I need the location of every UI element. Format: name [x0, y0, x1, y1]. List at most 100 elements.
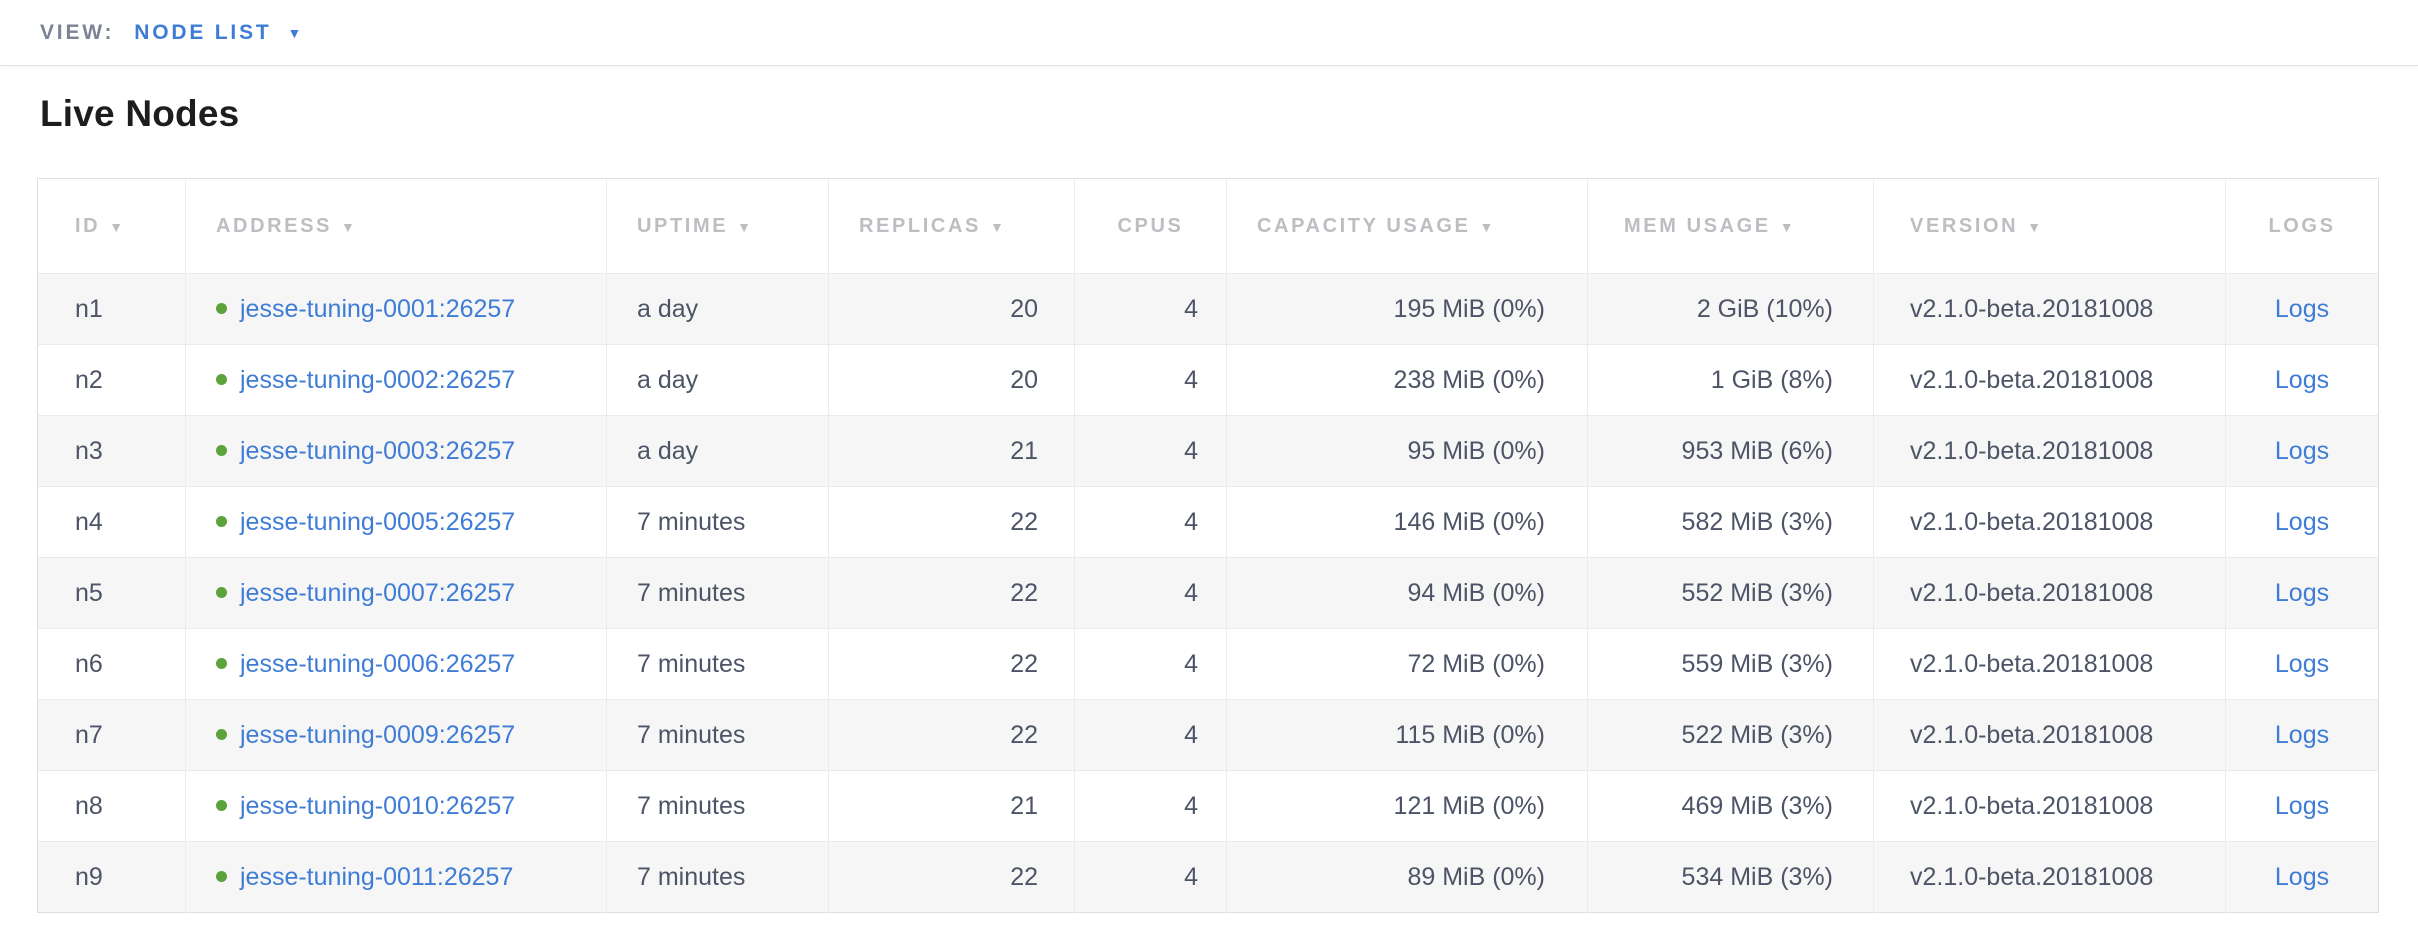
node-logs-link[interactable]: Logs [2274, 791, 2330, 820]
cell-logs: Logs [2225, 486, 2379, 558]
node-address-link[interactable]: jesse-tuning-0011:26257 [240, 862, 514, 891]
cell-cpus: 4 [1074, 273, 1227, 345]
cell-version: v2.1.0-beta.20181008 [1873, 557, 2226, 629]
cell-uptime: a day [606, 273, 829, 345]
cell-version: v2.1.0-beta.20181008 [1873, 415, 2226, 487]
cell-logs: Logs [2225, 628, 2379, 700]
cell-cpus: 4 [1074, 415, 1227, 487]
column-header-id[interactable]: ID ▼ [37, 178, 186, 274]
node-address-link[interactable]: jesse-tuning-0006:26257 [240, 649, 516, 678]
column-header-label: VERSION [1910, 214, 2019, 237]
cell-logs: Logs [2225, 344, 2379, 416]
cell-address: jesse-tuning-0007:26257 [185, 557, 607, 629]
cell-cpus: 4 [1074, 628, 1227, 700]
cell-address: jesse-tuning-0002:26257 [185, 344, 607, 416]
cell-replicas: 22 [828, 841, 1075, 913]
cell-capacity: 146 MiB (0%) [1226, 486, 1588, 558]
cell-logs: Logs [2225, 415, 2379, 487]
cell-replicas: 22 [828, 699, 1075, 771]
cell-logs: Logs [2225, 841, 2379, 913]
node-address-link[interactable]: jesse-tuning-0003:26257 [240, 436, 516, 465]
node-address-link[interactable]: jesse-tuning-0001:26257 [240, 294, 516, 323]
table-header-row: ID ▼ ADDRESS ▼ UPTIME ▼ REPLICAS ▼ CPUS CAPACITY … [37, 178, 2379, 274]
cell-mem: 582 MiB (3%) [1587, 486, 1874, 558]
cell-uptime: 7 minutes [606, 770, 829, 842]
cell-uptime: 7 minutes [606, 486, 829, 558]
column-header-label: ID [75, 214, 101, 237]
table-row: n5 jesse-tuning-0007:26257 7 minutes 22 4 94 … [37, 557, 2379, 629]
table-row: n2 jesse-tuning-0002:26257 a day 20 4 238 MiB… [37, 344, 2379, 416]
sort-desc-arrow-icon: ▼ [2027, 218, 2044, 235]
sort-desc-arrow-icon: ▼ [341, 218, 358, 235]
column-header-capacity[interactable]: CAPACITY USAGE ▼ [1226, 178, 1588, 274]
table-row: n8 jesse-tuning-0010:26257 7 minutes 21 4 121… [37, 770, 2379, 842]
cell-version: v2.1.0-beta.20181008 [1873, 841, 2226, 913]
cell-logs: Logs [2225, 273, 2379, 345]
column-header-mem[interactable]: MEM USAGE ▼ [1587, 178, 1874, 274]
live-nodes-section: Live Nodes ID ▼ ADDRESS ▼ UPTIME ▼ REPLICAS ▼ CP… [0, 92, 2418, 914]
node-logs-link[interactable]: Logs [2274, 365, 2330, 394]
table-row: n6 jesse-tuning-0006:26257 7 minutes 22 4 72 … [37, 628, 2379, 700]
sort-desc-arrow-icon: ▼ [737, 218, 754, 235]
column-header-version[interactable]: VERSION ▼ [1873, 178, 2226, 274]
cell-id: n7 [37, 699, 186, 771]
column-header-replicas[interactable]: REPLICAS ▼ [828, 178, 1075, 274]
column-header-uptime[interactable]: UPTIME ▼ [606, 178, 829, 274]
cell-cpus: 4 [1074, 486, 1227, 558]
cell-uptime: a day [606, 415, 829, 487]
node-logs-link[interactable]: Logs [2274, 720, 2330, 749]
node-address-link[interactable]: jesse-tuning-0009:26257 [240, 720, 516, 749]
node-address-link[interactable]: jesse-tuning-0005:26257 [240, 507, 516, 536]
column-header-label: REPLICAS [859, 214, 981, 237]
column-header-label: ADDRESS [216, 214, 332, 237]
node-logs-link[interactable]: Logs [2274, 862, 2330, 891]
cell-replicas: 20 [828, 273, 1075, 345]
cell-mem: 559 MiB (3%) [1587, 628, 1874, 700]
cell-capacity: 89 MiB (0%) [1226, 841, 1588, 913]
table-body: n1 jesse-tuning-0001:26257 a day 20 4 195 MiB… [37, 273, 2379, 913]
node-live-status-icon [216, 799, 227, 811]
cell-capacity: 238 MiB (0%) [1226, 344, 1588, 416]
cell-capacity: 94 MiB (0%) [1226, 557, 1588, 629]
cell-logs: Logs [2225, 557, 2379, 629]
cell-id: n4 [37, 486, 186, 558]
cell-uptime: a day [606, 344, 829, 416]
node-logs-link[interactable]: Logs [2274, 507, 2330, 536]
node-address-link[interactable]: jesse-tuning-0010:26257 [240, 791, 516, 820]
cell-id: n8 [37, 770, 186, 842]
node-logs-link[interactable]: Logs [2274, 649, 2330, 678]
table-row: n7 jesse-tuning-0009:26257 7 minutes 22 4 115… [37, 699, 2379, 771]
node-live-status-icon [216, 870, 227, 882]
cell-address: jesse-tuning-0005:26257 [185, 486, 607, 558]
node-address-link[interactable]: jesse-tuning-0007:26257 [240, 578, 516, 607]
column-header-address[interactable]: ADDRESS ▼ [185, 178, 607, 274]
sort-desc-arrow-icon: ▼ [1779, 218, 1797, 235]
cell-cpus: 4 [1074, 557, 1227, 629]
cell-cpus: 4 [1074, 699, 1227, 771]
cell-replicas: 22 [828, 628, 1075, 700]
cell-version: v2.1.0-beta.20181008 [1873, 628, 2226, 700]
node-logs-link[interactable]: Logs [2274, 294, 2330, 323]
node-live-status-icon [216, 728, 227, 740]
cell-mem: 953 MiB (6%) [1587, 415, 1874, 487]
node-address-link[interactable]: jesse-tuning-0002:26257 [240, 365, 516, 394]
cell-uptime: 7 minutes [606, 699, 829, 771]
column-header-label: CPUS [1117, 214, 1184, 237]
cell-mem: 1 GiB (8%) [1587, 344, 1874, 416]
cell-capacity: 121 MiB (0%) [1226, 770, 1588, 842]
cell-version: v2.1.0-beta.20181008 [1873, 770, 2226, 842]
node-logs-link[interactable]: Logs [2274, 436, 2330, 465]
chevron-down-icon: ▼ [287, 24, 305, 41]
cell-id: n6 [37, 628, 186, 700]
cell-uptime: 7 minutes [606, 557, 829, 629]
view-selector-dropdown[interactable]: NODE LIST ▼ [134, 21, 304, 45]
node-live-status-icon [216, 302, 227, 314]
sort-desc-arrow-icon: ▼ [989, 218, 1007, 235]
cell-uptime: 7 minutes [606, 628, 829, 700]
cell-cpus: 4 [1074, 344, 1227, 416]
cell-version: v2.1.0-beta.20181008 [1873, 273, 2226, 345]
node-logs-link[interactable]: Logs [2274, 578, 2330, 607]
cell-id: n5 [37, 557, 186, 629]
node-live-status-icon [216, 515, 227, 527]
cell-version: v2.1.0-beta.20181008 [1873, 699, 2226, 771]
